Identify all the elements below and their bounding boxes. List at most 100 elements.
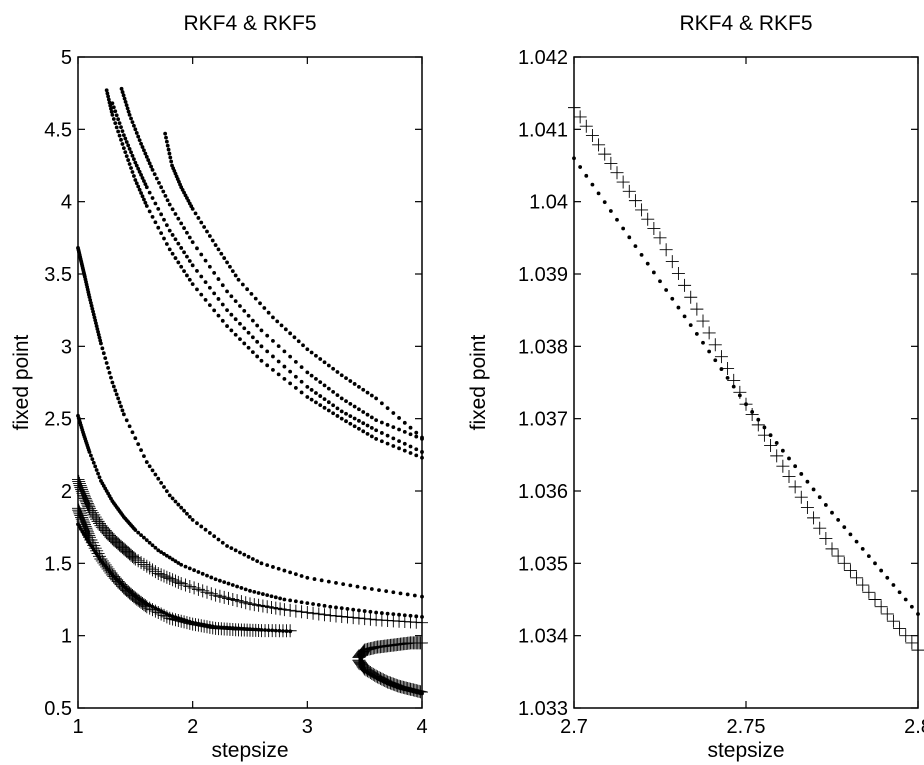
dot-marker bbox=[164, 139, 169, 144]
plus-marker bbox=[174, 614, 188, 628]
dot-marker bbox=[339, 409, 344, 414]
dot-marker bbox=[176, 260, 181, 265]
dot-marker bbox=[153, 201, 158, 206]
y-tick-label: 3 bbox=[61, 336, 72, 358]
y-tick-label: 2.5 bbox=[44, 409, 72, 431]
plus-marker bbox=[79, 521, 93, 535]
plot-area bbox=[72, 86, 428, 699]
dot-marker bbox=[750, 410, 755, 414]
dot-marker bbox=[93, 464, 98, 469]
dot-marker bbox=[259, 561, 264, 566]
dot-marker bbox=[275, 319, 280, 324]
dot-marker bbox=[136, 184, 141, 189]
dot-marker bbox=[156, 476, 161, 481]
plus-marker bbox=[340, 610, 354, 624]
dot-marker bbox=[147, 190, 152, 195]
x-tick-label: 2 bbox=[187, 716, 198, 738]
dot-marker bbox=[127, 146, 132, 151]
dot-marker bbox=[187, 514, 192, 519]
dot-marker bbox=[319, 578, 324, 583]
dot-marker bbox=[142, 454, 146, 458]
plus-marker bbox=[81, 498, 95, 512]
dot-marker bbox=[361, 421, 366, 426]
dot-marker bbox=[362, 609, 367, 613]
dot-marker bbox=[246, 330, 251, 335]
dot-marker bbox=[119, 404, 123, 409]
y-tick-label: 1.042 bbox=[518, 47, 568, 69]
dot-marker bbox=[335, 406, 340, 411]
dot-marker bbox=[249, 291, 254, 296]
dot-marker bbox=[651, 270, 656, 275]
dot-marker bbox=[627, 235, 632, 240]
dot-marker bbox=[106, 94, 110, 99]
plus-marker bbox=[568, 101, 581, 115]
dot-marker bbox=[114, 392, 119, 397]
dot-marker bbox=[147, 540, 152, 545]
plus-marker bbox=[73, 478, 87, 492]
dot-marker bbox=[126, 143, 131, 148]
dot-marker bbox=[130, 170, 135, 174]
plus-marker bbox=[653, 231, 667, 245]
dot-marker bbox=[147, 209, 152, 214]
dot-marker bbox=[331, 403, 336, 408]
dot-marker bbox=[89, 301, 93, 305]
y-tick-label: 4 bbox=[61, 192, 72, 214]
dot-marker bbox=[233, 273, 238, 278]
plus-marker bbox=[157, 569, 171, 583]
dot-marker bbox=[762, 425, 767, 430]
plus-marker bbox=[128, 552, 142, 566]
dot-marker bbox=[293, 572, 298, 577]
plus-marker bbox=[90, 544, 104, 558]
dot-marker bbox=[242, 341, 247, 346]
dot-marker bbox=[311, 602, 315, 606]
dot-marker bbox=[233, 548, 238, 553]
dot-marker bbox=[236, 277, 241, 282]
dot-marker bbox=[385, 422, 390, 427]
dot-marker bbox=[173, 499, 178, 504]
dot-marker bbox=[326, 400, 331, 405]
dot-marker bbox=[341, 582, 346, 587]
dot-marker bbox=[167, 202, 172, 207]
plus-marker bbox=[678, 278, 692, 292]
dot-marker bbox=[357, 384, 361, 389]
dot-marker bbox=[230, 583, 235, 587]
dot-marker bbox=[252, 590, 257, 594]
dot-marker bbox=[220, 540, 225, 545]
dot-marker bbox=[357, 418, 361, 423]
dot-marker bbox=[326, 363, 331, 368]
dot-marker bbox=[117, 133, 122, 138]
y-tick-label: 1.041 bbox=[518, 119, 568, 141]
dot-marker bbox=[288, 381, 293, 386]
dot-marker bbox=[836, 518, 841, 522]
plus-marker bbox=[782, 470, 796, 484]
dot-marker bbox=[305, 575, 310, 580]
dot-marker bbox=[259, 344, 264, 349]
series-0 bbox=[76, 246, 424, 599]
dot-marker bbox=[374, 610, 379, 615]
dot-marker bbox=[124, 154, 129, 158]
dot-marker bbox=[99, 341, 103, 346]
dot-marker bbox=[111, 105, 116, 110]
dot-marker bbox=[596, 191, 601, 196]
dot-marker bbox=[153, 220, 158, 225]
dot-marker bbox=[132, 157, 136, 162]
plus-marker bbox=[74, 509, 88, 523]
dot-marker bbox=[265, 363, 270, 368]
dot-marker bbox=[873, 561, 877, 566]
dot-marker bbox=[830, 510, 834, 515]
plus-marker bbox=[80, 495, 94, 509]
dot-marker bbox=[183, 564, 188, 569]
dot-marker bbox=[817, 495, 822, 500]
dot-marker bbox=[305, 347, 310, 352]
dot-marker bbox=[578, 165, 583, 169]
dot-marker bbox=[299, 600, 304, 605]
dot-marker bbox=[207, 285, 212, 290]
dot-marker bbox=[124, 418, 129, 423]
dot-marker bbox=[293, 599, 298, 604]
dot-marker bbox=[170, 496, 175, 501]
plus-marker bbox=[647, 222, 661, 236]
dot-marker bbox=[165, 143, 170, 148]
dot-marker bbox=[164, 223, 169, 228]
dot-marker bbox=[199, 524, 204, 529]
